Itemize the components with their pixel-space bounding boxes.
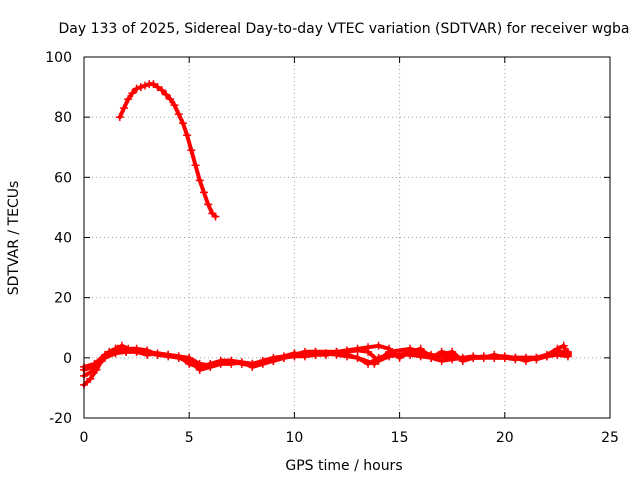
data-point: [111, 344, 120, 353]
data-point: [162, 90, 171, 99]
data-point: [199, 188, 208, 197]
data-point: [406, 344, 415, 353]
data-point: [532, 353, 541, 362]
data-point: [178, 119, 187, 128]
data-point: [153, 83, 162, 92]
data-point: [143, 347, 152, 356]
data-point: [90, 359, 99, 368]
data-point: [490, 353, 499, 362]
data-point: [511, 353, 520, 362]
data-point: [290, 350, 299, 359]
data-point: [211, 212, 220, 221]
data-point: [374, 341, 383, 350]
data-point: [353, 346, 362, 355]
data-point: [227, 356, 236, 365]
data-point: [206, 362, 215, 371]
x-tick-label: 10: [285, 430, 303, 446]
data-point: [86, 374, 95, 383]
data-point: [427, 350, 436, 359]
data-point: [332, 347, 341, 356]
data-point: [122, 346, 131, 355]
series-arc-high: [115, 80, 220, 221]
x-tick-label: 5: [185, 430, 194, 446]
data-point: [183, 131, 192, 140]
data-point: [553, 347, 562, 356]
data-point: [166, 95, 175, 104]
series-line: [117, 82, 218, 219]
data-point: [364, 347, 373, 356]
data-point: [141, 81, 150, 90]
data-point: [353, 353, 362, 362]
data-point: [185, 356, 194, 365]
data-point: [191, 161, 200, 170]
data-point: [311, 347, 320, 356]
y-axis-label: SDTVAR / TECUs: [6, 181, 22, 296]
data-point: [115, 113, 124, 122]
data-point: [195, 176, 204, 185]
data-point: [128, 89, 137, 98]
data-point: [174, 110, 183, 119]
y-tick-label: 100: [45, 50, 72, 66]
y-tick-label: -20: [49, 411, 72, 427]
data-point: [448, 353, 457, 362]
y-tick-label: 60: [54, 170, 72, 186]
data-point: [164, 350, 173, 359]
axis-ticks: 0 5 10 15 20 25 -20 0 20 40 60 80 100: [45, 50, 619, 446]
y-tick-label: 20: [54, 291, 72, 307]
data-point: [157, 86, 166, 95]
data-point: [269, 356, 278, 365]
data-point: [563, 347, 572, 356]
x-tick-label: 0: [80, 430, 89, 446]
data-series: [80, 80, 572, 389]
data-point: [385, 347, 394, 356]
data-point: [132, 84, 141, 93]
data-point: [124, 95, 133, 104]
data-point: [119, 104, 128, 113]
y-tick-label: 80: [54, 110, 72, 126]
data-point: [101, 350, 110, 359]
x-tick-label: 25: [601, 430, 619, 446]
plot-frame: [83, 56, 611, 419]
y-tick-label: 40: [54, 231, 72, 247]
chart-title: Day 133 of 2025, Sidereal Day-to-day VTE…: [58, 21, 629, 37]
x-axis-label: GPS time / hours: [285, 458, 402, 474]
data-point: [559, 341, 568, 350]
data-point: [248, 359, 257, 368]
series-trace-4: [80, 344, 572, 371]
data-point: [204, 200, 213, 209]
data-point: [370, 359, 379, 368]
data-point: [170, 101, 179, 110]
data-point: [187, 146, 196, 155]
grid-lines: [84, 57, 610, 418]
data-point: [136, 83, 145, 92]
series-trace-1: [80, 341, 572, 389]
x-tick-label: 15: [391, 430, 409, 446]
x-tick-label: 20: [496, 430, 514, 446]
data-point: [149, 80, 158, 89]
data-point: [469, 353, 478, 362]
y-tick-label: 0: [63, 351, 72, 367]
